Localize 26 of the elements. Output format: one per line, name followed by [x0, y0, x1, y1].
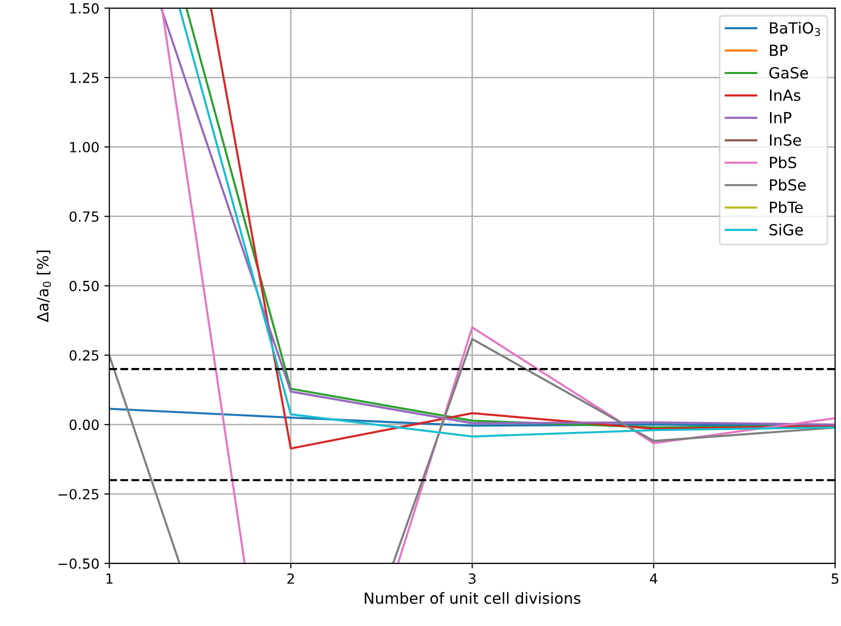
y-tick-label: 0.75: [70, 211, 98, 222]
y-tick-label: 0.00: [70, 420, 99, 430]
y-tick-label: 1.50: [70, 3, 99, 14]
y-tick-label: 1.00: [70, 142, 99, 152]
legend-label: SiGe: [770, 224, 803, 236]
legend-label: PbS: [770, 156, 796, 168]
y-tick-label: 1.25: [70, 72, 98, 84]
legend-label: PbSe: [770, 178, 806, 191]
legend-label: InSe: [770, 134, 801, 146]
x-axis-title: Number of unit cell divisions: [364, 592, 580, 604]
y-axis-title: Δa/a$_{0}$ [%]: [36, 250, 51, 322]
legend-label: InAs: [770, 90, 800, 101]
legend-label: PbTe: [770, 201, 803, 214]
y-tick-label: −0.50: [58, 558, 99, 569]
x-tick-label: 5: [832, 574, 838, 584]
legend-label: GaSe: [769, 67, 808, 79]
legend-label: InP: [770, 112, 792, 124]
y-tick-label: 0.25: [70, 350, 98, 361]
y-tick-label: −0.25: [58, 488, 98, 500]
x-tick-label: 2: [287, 573, 294, 584]
legend-label: BP: [770, 44, 788, 56]
y-tick-label: 0.50: [70, 280, 99, 292]
x-tick-label: 1: [106, 574, 112, 584]
legend-label: BaTiO$_{3}$: [770, 22, 820, 36]
x-tick-label: 4: [650, 574, 658, 584]
x-tick-label: 3: [468, 573, 476, 584]
